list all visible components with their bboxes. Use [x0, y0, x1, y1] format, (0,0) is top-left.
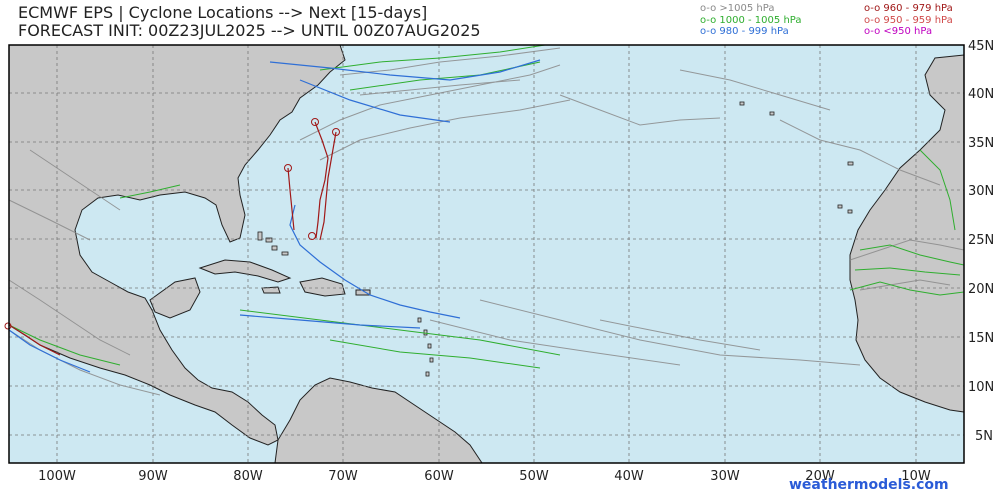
lat-label: 10N	[968, 380, 994, 395]
lon-label: 20W	[805, 469, 835, 484]
atlantic-islands	[739, 101, 854, 214]
lon-label: 70W	[328, 469, 358, 484]
legend-item-980-999: o-o 980 - 999 hPa	[700, 26, 789, 37]
north-america-land	[8, 44, 346, 446]
map-title: ECMWF EPS | Cyclone Locations --> Next […	[18, 3, 428, 22]
legend-right: o-o 960 - 979 hPa o-o 950 - 959 hPa o-o …	[864, 3, 953, 38]
hispaniola-land	[299, 277, 346, 297]
lat-label: 40N	[968, 87, 994, 102]
lesser-antilles	[417, 317, 434, 377]
cuba-land	[198, 259, 292, 283]
south-america-land	[274, 377, 483, 464]
lon-label: 50W	[519, 469, 549, 484]
lat-label: 20N	[968, 282, 994, 297]
tracks-960-979	[8, 121, 337, 356]
forecast-init-subtitle: FORECAST INIT: 00Z23JUL2025 --> UNTIL 00…	[18, 21, 481, 40]
legend-item-lt950: o-o <950 hPa	[864, 26, 933, 37]
legend-item-960-979: o-o 960 - 979 hPa	[864, 3, 953, 14]
jamaica-land	[261, 286, 281, 294]
legend-item-950-959: o-o 950 - 959 hPa	[864, 14, 953, 26]
lat-label: 5N	[975, 429, 993, 444]
lon-label: 80W	[233, 469, 263, 484]
map-frame	[8, 44, 965, 464]
lon-label: 100W	[38, 469, 76, 484]
africa-land	[849, 54, 965, 413]
lon-label: 90W	[138, 469, 168, 484]
lat-label: 15N	[968, 331, 994, 346]
lon-label: 60W	[424, 469, 454, 484]
lon-label: 40W	[614, 469, 644, 484]
lat-label: 25N	[968, 233, 994, 248]
lat-label: 30N	[968, 184, 994, 199]
track-markers-960-979	[4, 118, 340, 330]
yucatan-land	[149, 277, 201, 319]
tracks-gt1005	[8, 47, 965, 396]
lon-label: 10W	[901, 469, 931, 484]
tracks-1000-1005	[8, 44, 965, 369]
legend-item-1000-1005: o-o 1000 - 1005 hPa	[700, 14, 802, 26]
longitude-labels: 100W 90W 80W 70W 60W 50W 40W 30W 20W 10W	[38, 469, 931, 484]
bahamas-islands	[257, 231, 289, 256]
credit-link[interactable]: weathermodels.com	[789, 477, 949, 493]
legend-left: o-o >1005 hPa o-o 1000 - 1005 hPa o-o 98…	[700, 3, 801, 38]
tracks-980-999	[8, 59, 541, 373]
lat-label: 35N	[968, 136, 994, 151]
legend-item-gt1005: o-o >1005 hPa	[700, 3, 775, 14]
lon-label: 30W	[710, 469, 740, 484]
lat-label: 45N	[968, 39, 994, 54]
latitude-labels: 45N 40N 35N 30N 25N 20N 15N 10N 5N	[968, 39, 994, 444]
